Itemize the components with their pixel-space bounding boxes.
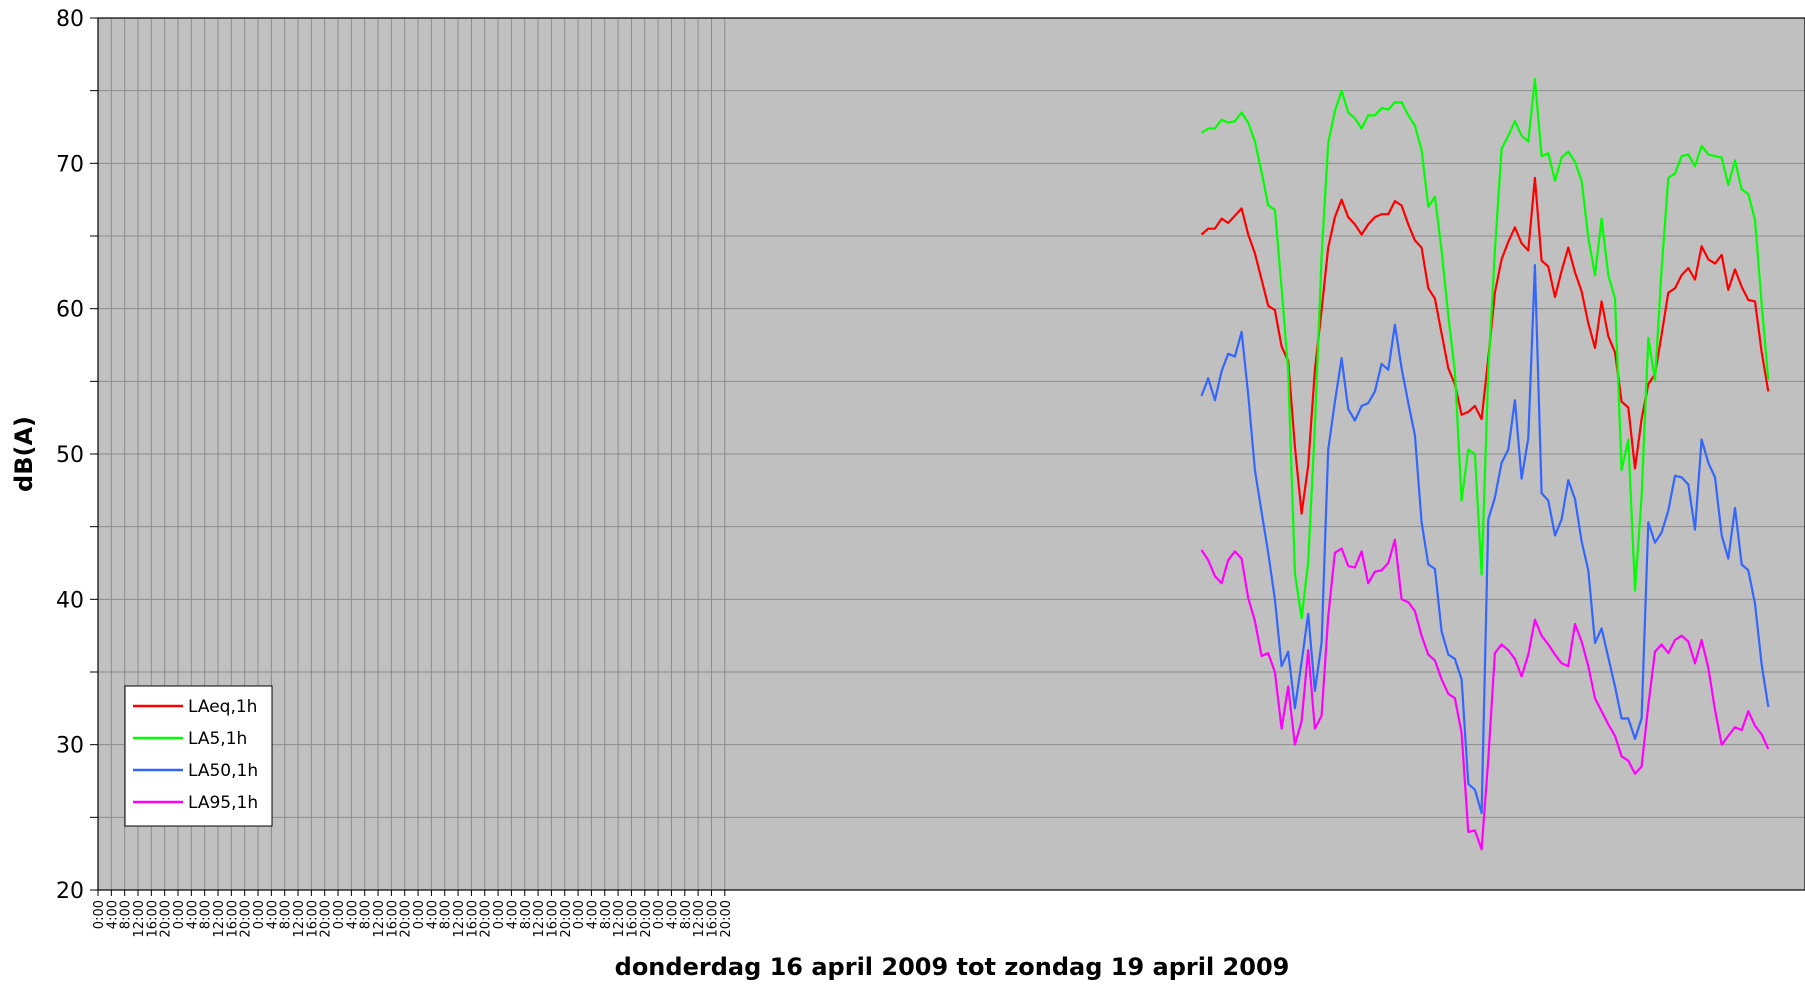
y-tick-label: 20	[56, 879, 84, 904]
x-tick-label: 16:00	[385, 900, 400, 937]
x-tick-label: 8:00	[119, 900, 134, 929]
y-tick-label: 30	[56, 734, 84, 759]
x-tick-label: 20:00	[719, 900, 734, 937]
x-tick-label: 4:00	[585, 900, 600, 929]
x-tick-label: 12:00	[292, 900, 307, 937]
x-tick-label: 4:00	[265, 900, 280, 929]
x-tick-label: 8:00	[679, 900, 694, 929]
y-tick-label: 50	[56, 443, 84, 468]
x-tick-label: 8:00	[599, 900, 614, 929]
x-tick-label: 12:00	[132, 900, 147, 937]
x-tick-label: 20:00	[319, 900, 334, 937]
x-tick-label: 20:00	[399, 900, 414, 937]
x-tick-label: 8:00	[519, 900, 534, 929]
x-tick-label: 12:00	[532, 900, 547, 937]
x-tick-label: 16:00	[305, 900, 320, 937]
x-tick-label: 0:00	[412, 900, 427, 929]
legend-label: LA50,1h	[188, 761, 258, 781]
x-tick-label: 12:00	[212, 900, 227, 937]
y-axis-title: dB(A)	[10, 416, 38, 492]
x-tick-label: 4:00	[185, 900, 200, 929]
x-tick-label: 8:00	[359, 900, 374, 929]
x-tick-label: 4:00	[425, 900, 440, 929]
x-tick-label: 0:00	[332, 900, 347, 929]
x-tick-label: 0:00	[252, 900, 267, 929]
x-tick-label: 16:00	[625, 900, 640, 937]
legend-label: LA5,1h	[188, 729, 247, 749]
x-tick-label: 16:00	[145, 900, 160, 937]
x-tick-label: 0:00	[492, 900, 507, 929]
legend: LAeq,1h LA5,1h LA50,1h LA95,1h	[124, 685, 273, 827]
x-tick-label: 20:00	[559, 900, 574, 937]
x-tick-label: 0:00	[172, 900, 187, 929]
x-tick-label: 8:00	[279, 900, 294, 929]
x-tick-label: 12:00	[452, 900, 467, 937]
y-tick-label: 80	[56, 7, 84, 32]
x-tick-label: 20:00	[239, 900, 254, 937]
series-line-la95	[1200, 538, 1770, 851]
y-tick-label: 70	[56, 152, 84, 177]
x-tick-label: 12:00	[612, 900, 627, 937]
x-tick-label: 16:00	[705, 900, 720, 937]
x-tick-label: 8:00	[199, 900, 214, 929]
series-line-la5	[1200, 77, 1770, 620]
x-tick-label: 0:00	[572, 900, 587, 929]
x-tick-label: 8:00	[439, 900, 454, 929]
x-tick-label: 0:00	[652, 900, 667, 929]
y-tick-label: 40	[56, 588, 84, 613]
x-tick-label: 4:00	[345, 900, 360, 929]
plot-border	[97, 17, 1805, 891]
axes: 0:004:008:0012:0016:0020:000:004:008:001…	[56, 7, 1805, 937]
series-lines	[1200, 77, 1770, 851]
series-line-laeq	[1200, 176, 1770, 515]
x-tick-label: 4:00	[505, 900, 520, 929]
x-tick-label: 20:00	[159, 900, 174, 937]
x-tick-label: 12:00	[692, 900, 707, 937]
x-tick-label: 4:00	[665, 900, 680, 929]
x-tick-label: 12:00	[372, 900, 387, 937]
x-tick-label: 0:00	[92, 900, 107, 929]
legend-label: LAeq,1h	[188, 697, 257, 717]
x-axis-title: donderdag 16 april 2009 tot zondag 19 ap…	[615, 953, 1290, 981]
series-line-la50	[1200, 264, 1770, 815]
x-tick-label: 20:00	[639, 900, 654, 937]
x-tick-label: 4:00	[105, 900, 120, 929]
y-tick-label: 60	[56, 298, 84, 323]
legend-label: LA95,1h	[188, 793, 258, 813]
x-tick-label: 16:00	[545, 900, 560, 937]
x-tick-label: 20:00	[479, 900, 494, 937]
x-tick-label: 16:00	[465, 900, 480, 937]
x-tick-label: 16:00	[225, 900, 240, 937]
